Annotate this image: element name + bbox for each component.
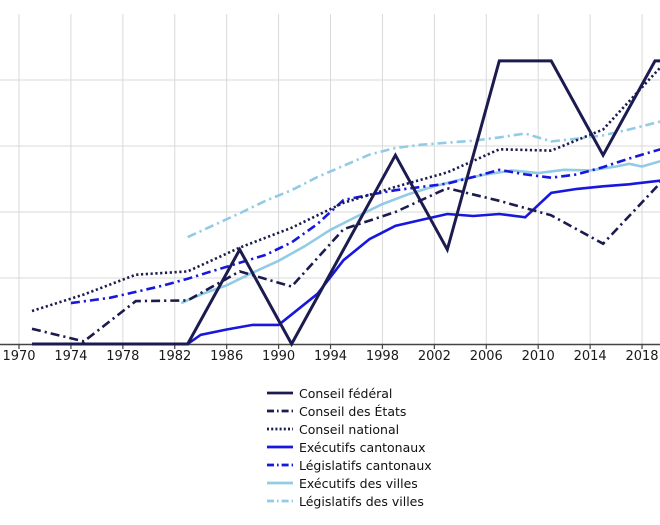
x-tick-label-1982: 1982 [158, 349, 191, 364]
legend-item-legislatifs-cantonaux: Législatifs cantonaux [266, 456, 432, 474]
legend-label-conseil-des-etats: Conseil des États [299, 403, 407, 419]
x-tick-label-2014: 2014 [574, 349, 607, 364]
legend-line-swatch-legislatifs-cantonaux [267, 463, 293, 467]
legend-line-swatch-conseil-national [267, 427, 293, 431]
x-tick-label-1970: 1970 [2, 349, 35, 364]
x-tick-label-2010: 2010 [522, 349, 555, 364]
x-axis-tick-labels: 1970 1974 1978 1982 1986 1990 1994 1998 2002 2006… [2, 349, 658, 364]
legend-label-executifs-des-villes: Exécutifs des villes [299, 475, 418, 491]
legend-line-swatch-legislatifs-des-villes [267, 499, 293, 503]
legend-line-swatch-conseil-federal [267, 391, 293, 395]
series-line-conseil-national [31, 65, 660, 313]
legend-label-legislatifs-cantonaux: Législatifs cantonaux [299, 457, 432, 473]
x-tick-label-1998: 1998 [366, 349, 399, 364]
legend-label-executifs-cantonaux: Exécutifs cantonaux [299, 439, 426, 455]
legend-item-executifs-cantonaux: Exécutifs cantonaux [266, 438, 432, 456]
series-line-conseil-federal [32, 59, 660, 348]
x-tick-label-1986: 1986 [210, 349, 243, 364]
x-tick-label-1978: 1978 [106, 349, 139, 364]
legend-line-swatch-executifs-des-villes [267, 481, 293, 485]
x-tick-label-1974: 1974 [54, 349, 87, 364]
legend-line-swatch-executifs-cantonaux [267, 445, 293, 449]
legend-item-legislatifs-des-villes: Législatifs des villes [266, 492, 432, 510]
legend-item-conseil-national: Conseil national [266, 420, 432, 438]
legend-label-legislatifs-des-villes: Législatifs des villes [299, 493, 424, 509]
legend-item-conseil-federal: Conseil fédéral [266, 384, 432, 402]
women-in-politics-line-chart: 1970 1974 1978 1982 1986 1990 1994 1998 2002 2006… [0, 14, 660, 364]
legend-item-executifs-des-villes: Exécutifs des villes [266, 474, 432, 492]
legend: Conseil fédéral Conseil des États Conseil … [266, 384, 432, 510]
x-tick-label-2018: 2018 [625, 349, 658, 364]
x-tick-label-1994: 1994 [314, 349, 347, 364]
legend-item-conseil-des-etats: Conseil des États [266, 402, 432, 420]
x-tick-label-2002: 2002 [418, 349, 451, 364]
x-tick-label-1990: 1990 [262, 349, 295, 364]
series-line-conseil-des-etats [31, 181, 660, 343]
legend-label-conseil-federal: Conseil fédéral [299, 385, 393, 401]
series-line-legislatifs-cantonaux [70, 148, 660, 305]
series-lines [31, 59, 660, 348]
series-line-executifs-des-villes [180, 159, 660, 305]
series-line-executifs-cantonaux [186, 179, 660, 346]
gridlines [0, 14, 660, 345]
legend-line-swatch-conseil-des-etats [267, 409, 293, 413]
x-tick-label-2006: 2006 [470, 349, 503, 364]
legend-label-conseil-national: Conseil national [299, 421, 400, 437]
